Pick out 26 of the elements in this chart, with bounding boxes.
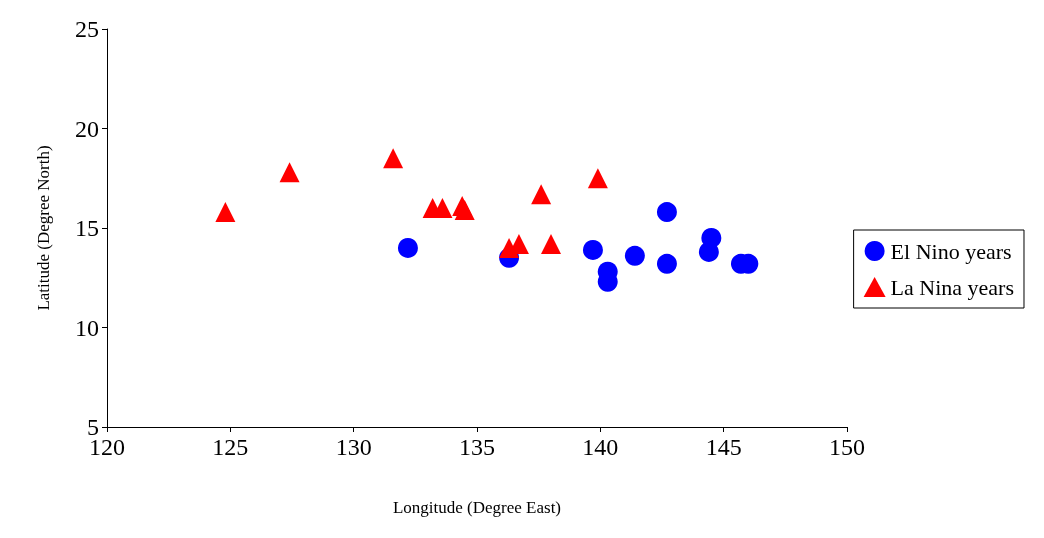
x-tick-label: 150: [829, 434, 865, 460]
point: [397, 237, 418, 258]
y-tick-label: 25: [75, 16, 99, 42]
point: [541, 233, 561, 254]
legend-label: El Nino years: [890, 238, 1012, 264]
y-tick-label: 15: [75, 215, 99, 241]
point: [587, 168, 608, 189]
point: [215, 202, 236, 223]
point: [279, 162, 300, 183]
point: [624, 245, 645, 266]
point: [656, 202, 677, 223]
y-tick-label: 10: [75, 314, 99, 341]
legend-label: La Nina years: [890, 274, 1015, 300]
point: [383, 148, 404, 169]
point: [656, 253, 677, 274]
x-tick-label: 130: [335, 434, 372, 460]
x-tick-label: 140: [582, 434, 619, 460]
point: [701, 227, 722, 248]
point: [582, 239, 603, 260]
x-axis-title: Longitude (Degree East): [392, 498, 562, 517]
x-tick-label: 135: [459, 434, 495, 460]
point: [531, 184, 552, 205]
x-tick-label: 145: [705, 434, 742, 460]
y-axis-title: Latitude (Degree North): [34, 145, 53, 311]
x-tick-label: 125: [212, 434, 249, 460]
y-tick-label: 20: [75, 115, 99, 142]
